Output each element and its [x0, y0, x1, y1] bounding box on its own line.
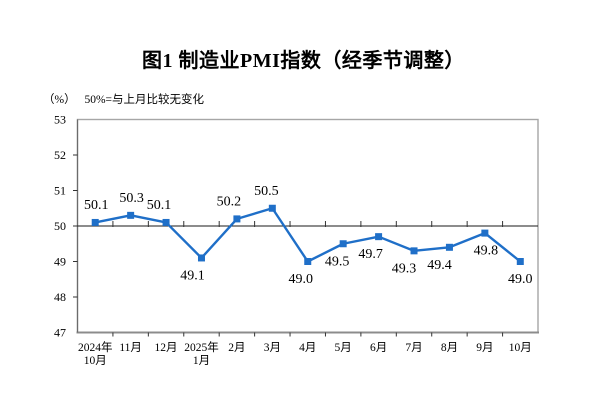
x-axis-label: 5月: [335, 342, 352, 354]
x-axis-label: 11月: [119, 342, 142, 354]
data-point-marker: [268, 204, 276, 212]
data-point-marker: [162, 218, 170, 226]
data-point-marker: [197, 254, 205, 262]
data-label: 49.4: [427, 258, 452, 273]
x-axis-label: 12月: [155, 342, 178, 354]
data-label: 49.8: [474, 244, 499, 259]
data-label: 49.1: [180, 268, 205, 283]
x-axis-label: 9月: [476, 342, 493, 354]
x-axis-label: 4月: [299, 342, 316, 354]
y-axis-tick-label: 50: [54, 219, 66, 233]
reference-line-note: 50%=与上月比较无变化: [84, 94, 205, 106]
data-point-marker: [91, 218, 99, 226]
x-axis-label: 10月: [509, 342, 532, 354]
data-label: 50.2: [217, 194, 242, 209]
data-label: 49.0: [289, 272, 314, 287]
data-label: 49.5: [325, 254, 350, 269]
x-axis-label: 7月: [405, 342, 422, 354]
data-point-marker: [233, 215, 241, 223]
data-point-marker: [339, 240, 347, 248]
x-axis-label: 3月: [264, 342, 281, 354]
x-axis-label: 2024年: [78, 340, 113, 354]
x-axis-label: 10月: [84, 355, 107, 367]
data-point-marker: [410, 247, 418, 255]
y-axis-tick-label: 49: [54, 255, 66, 269]
data-point-marker: [516, 258, 524, 265]
data-label: 49.3: [392, 261, 417, 276]
data-label: 50.1: [147, 198, 172, 213]
x-axis-label: 2025年: [184, 340, 219, 354]
data-label: 50.3: [119, 191, 144, 206]
data-point-marker: [375, 233, 383, 241]
y-axis-tick-label: 53: [54, 113, 66, 127]
data-label: 50.1: [84, 198, 109, 213]
data-label: 50.5: [254, 184, 279, 199]
data-point-marker: [304, 258, 312, 265]
y-axis-tick-label: 47: [54, 326, 66, 340]
y-axis-unit-label: （%）: [43, 94, 76, 106]
axis-note: （%） 50%=与上月比较无变化: [43, 91, 204, 107]
chart-title: 图1 制造业PMI指数（经季节调整）: [142, 50, 465, 72]
data-point-marker: [481, 229, 489, 237]
pmi-series-line: [94, 207, 522, 263]
y-axis-tick-label: 52: [54, 148, 66, 162]
data-label: 49.0: [508, 272, 533, 287]
x-axis-label: 1月: [193, 355, 210, 367]
x-axis-label: 8月: [441, 342, 458, 354]
y-axis-tick-label: 51: [54, 184, 66, 198]
x-axis-label: 2月: [228, 342, 245, 354]
x-axis-label: 6月: [370, 342, 387, 354]
data-point-marker: [445, 243, 453, 251]
data-label: 49.7: [358, 247, 383, 262]
y-axis-tick-label: 48: [54, 290, 66, 304]
data-point-marker: [127, 211, 135, 219]
